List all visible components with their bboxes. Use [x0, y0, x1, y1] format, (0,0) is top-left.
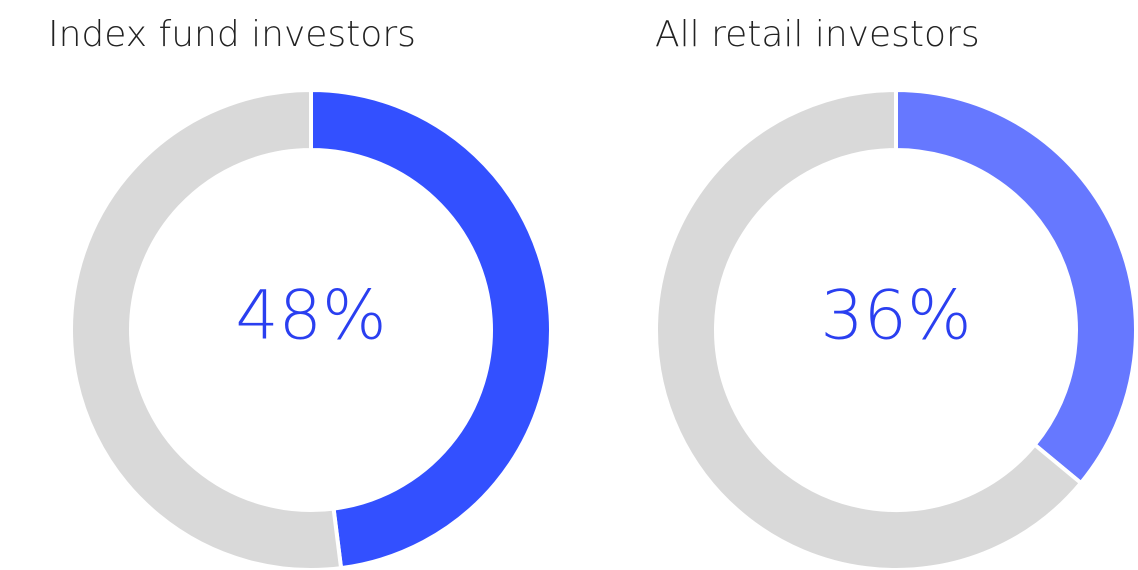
center-label: 48%	[235, 277, 386, 356]
donut-segment	[654, 87, 1084, 570]
donut-segment	[69, 87, 344, 570]
donut-segment	[309, 87, 553, 570]
center-label: 36%	[820, 277, 971, 356]
chart-title: Index fund investors	[48, 14, 416, 55]
donut-segment	[894, 87, 1138, 486]
chart-title: All retail investors	[655, 14, 980, 55]
